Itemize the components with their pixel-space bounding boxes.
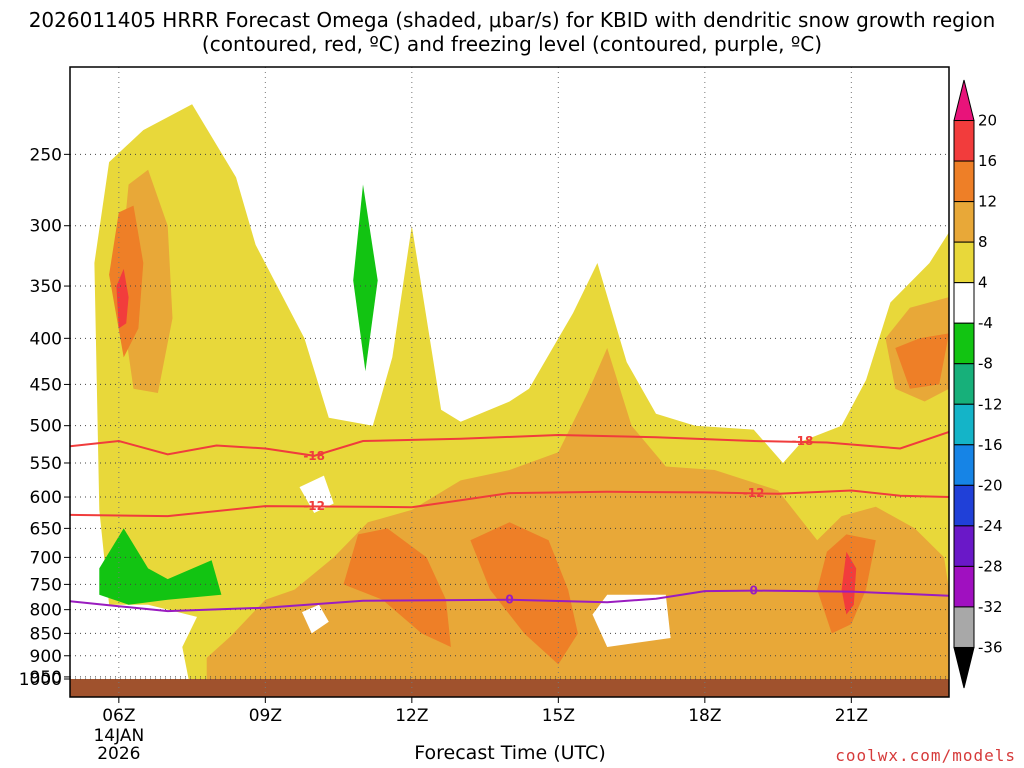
x-tick-label-12Z: 12Z (395, 706, 428, 726)
omega-region-15 (99, 528, 222, 605)
colorbar: 20 16 12 8 4 -4 -8 -12 -16 -20 -24 -28 -32 -36 (953, 79, 1003, 689)
colorbar-label-9: -20 (978, 476, 1003, 494)
colorbar-swatch-2 (953, 160, 975, 203)
y-tick-label-850: 850 (30, 624, 62, 644)
colorbar-label-12: -32 (978, 598, 1003, 616)
colorbar-swatch-7 (953, 363, 975, 405)
y-tick-label-300: 300 (30, 217, 62, 237)
contour-dgz_minus12 (70, 489, 949, 518)
colorbar-swatch-12 (953, 565, 975, 608)
omega-region-12 (302, 604, 329, 634)
omega-region-6 (470, 522, 578, 665)
chart-title: 2026011405 HRRR Forecast Omega (shaded, … (28, 8, 996, 56)
y-tick-label-350: 350 (30, 277, 62, 297)
colorbar-label-11: -28 (978, 557, 1003, 575)
contour-freezing_level (70, 589, 949, 613)
contour-label-4: 0 (505, 593, 513, 607)
axis-layer: 250 300 350 400 450 500 550 600 650 700 750 800 850 9… (19, 66, 950, 764)
y-tick-label-500: 500 (30, 417, 62, 437)
y-tick-label-750: 750 (30, 575, 62, 595)
x-axis-label: Forecast Time (UTC) (414, 742, 606, 764)
x-tick-label-09Z: 09Z (249, 706, 282, 726)
contour-label-2: -12 (303, 499, 325, 513)
omega-region-4 (109, 205, 144, 358)
y-tick-label-800: 800 (30, 601, 62, 621)
x-tick-label-06Z: 06Z (102, 706, 135, 726)
contour-label-3: -12 (743, 486, 765, 500)
contour-layer: -18 -18 -12 -12 0 0 (70, 430, 949, 613)
x-date-label-0: 14JAN (93, 726, 144, 746)
x-tick-label-21Z: 21Z (835, 706, 868, 726)
colorbar-label-8: -16 (978, 436, 1003, 454)
grid-layer (70, 67, 949, 697)
colorbar-label-7: -12 (978, 395, 1003, 413)
colorbar-label-4: 4 (978, 274, 988, 292)
y-tick-label-550: 550 (30, 454, 62, 474)
omega-region-9 (116, 268, 129, 329)
colorbar-swatch-6 (953, 322, 975, 365)
contour-label-0: -18 (303, 449, 325, 463)
colorbar-label-6: -8 (978, 355, 993, 373)
omega-region-10 (841, 551, 857, 615)
contour-label-1: -18 (792, 434, 814, 448)
y-tick-label-1000: 1000 (19, 670, 62, 690)
colorbar-swatch-4 (953, 241, 975, 284)
omega-region-2 (206, 348, 949, 697)
omega-region-5 (343, 528, 451, 647)
colorbar-label-0: 20 (978, 112, 997, 130)
colorbar-label-5: -4 (978, 314, 993, 332)
colorbar-label-2: 12 (978, 193, 997, 211)
colorbar-label-13: -36 (978, 638, 1003, 656)
y-tick-label-950: 950 (30, 668, 62, 688)
ground-layer (70, 679, 949, 697)
omega-region-14 (353, 184, 378, 372)
credit-text: coolwx.com/models (835, 746, 1016, 765)
omega-region-11 (299, 475, 334, 513)
colorbar-label-1: 16 (978, 152, 997, 170)
x-tick-label-15Z: 15Z (542, 706, 575, 726)
colorbar-swatch-0 (953, 79, 975, 122)
contour-dgz_minus18 (70, 430, 949, 457)
colorbar-swatch-1 (953, 120, 975, 162)
contour-label-5: 0 (749, 584, 757, 598)
colorbar-swatch-10 (953, 484, 975, 527)
colorbar-swatch-11 (953, 525, 975, 567)
omega-region-13 (592, 594, 671, 647)
y-tick-label-400: 400 (30, 329, 62, 349)
colorbar-swatch-5 (953, 282, 975, 324)
y-tick-label-600: 600 (30, 488, 62, 508)
y-tick-label-700: 700 (30, 548, 62, 568)
colorbar-swatch-9 (953, 444, 975, 486)
colorbar-swatch-3 (953, 201, 975, 243)
x-tick-label-18Z: 18Z (688, 706, 721, 726)
colorbar-swatch-13 (953, 606, 975, 648)
x-date-label-1: 2026 (97, 744, 140, 764)
y-tick-label-450: 450 (30, 375, 62, 395)
y-tick-label-900: 900 (30, 647, 62, 667)
colorbar-swatch-8 (953, 403, 975, 446)
omega-region-8 (895, 333, 949, 389)
colorbar-swatch-14 (953, 646, 975, 689)
colorbar-label-10: -24 (978, 517, 1003, 535)
y-tick-label-650: 650 (30, 519, 62, 539)
y-tick-label-250: 250 (30, 145, 62, 165)
plot-frame (69, 66, 950, 698)
colorbar-label-3: 8 (978, 233, 988, 251)
